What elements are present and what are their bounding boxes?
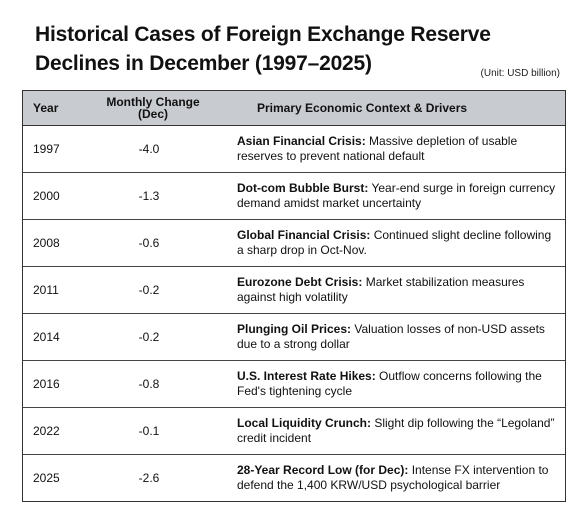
context-lead: Asian Financial Crisis:	[237, 134, 366, 148]
context-detail: Massive depletion of usable reserves to …	[237, 134, 518, 163]
header-context: Primary Economic Context & Drivers	[231, 91, 565, 126]
monthly-change-cell: -0.2	[95, 266, 231, 314]
table-row: 2014 -0.2 Plunging Oil Prices: Valuation l…	[23, 313, 565, 361]
data-table: Year Monthly Change (Dec) Primary Econom…	[23, 91, 565, 501]
year-cell: 1997	[23, 125, 95, 173]
context-cell: Local Liquidity Crunch: Slight dip follo…	[231, 407, 565, 455]
year-cell: 2011	[23, 266, 95, 314]
context-detail: Intense FX intervention to defend the 1,…	[237, 463, 549, 492]
table-body: 1997 -4.0 Asian Financial Crisis: Massive …	[23, 125, 565, 502]
header-change-line-1: Monthly Change	[106, 95, 200, 109]
context-lead: Plunging Oil Prices:	[237, 322, 352, 336]
year-cell: 2016	[23, 360, 95, 408]
monthly-change-cell: -4.0	[95, 125, 231, 173]
context-lead: 28-Year Record Low (for Dec):	[237, 463, 409, 477]
table-header: Year Monthly Change (Dec) Primary Econom…	[23, 91, 565, 126]
year-cell: 2000	[23, 172, 95, 220]
table-row: 2011 -0.2 Eurozone Debt Crisis: Market sta…	[23, 266, 565, 314]
year-cell: 2022	[23, 407, 95, 455]
year-cell: 2025	[33, 471, 60, 485]
page-title: Historical Cases of Foreign Exchange Res…	[35, 20, 505, 78]
table-row: 2000 -1.3 Dot-com Bubble Burst: Year-end s…	[23, 172, 565, 220]
monthly-change-cell: -0.6	[95, 219, 231, 267]
context-lead: U.S. Interest Rate Hikes:	[237, 369, 376, 383]
context-cell: Eurozone Debt Crisis: Market stabilizati…	[231, 266, 565, 314]
header-row: Year Monthly Change (Dec) Primary Econom…	[23, 91, 565, 126]
header-monthly-change: Monthly Change (Dec)	[95, 91, 231, 126]
header-change-line-2: (Dec)	[137, 107, 168, 121]
context-lead: Eurozone Debt Crisis:	[237, 275, 363, 289]
monthly-change-cell: -0.1	[95, 407, 231, 455]
context-detail: Year-end surge in foreign currency deman…	[237, 181, 556, 210]
context-cell: Dot-com Bubble Burst: Year-end surge in …	[231, 172, 565, 220]
header-year: Year	[23, 91, 95, 126]
table-row: 2008 -0.6 Global Financial Crisis: Continu…	[23, 219, 565, 267]
table-row: 2016 -0.8 U.S. Interest Rate Hikes: Outflo…	[23, 360, 565, 408]
monthly-change-cell: -0.2	[95, 313, 231, 361]
context-cell: Asian Financial Crisis: Massive depletio…	[231, 125, 565, 173]
reserve-decline-table: Year Monthly Change (Dec) Primary Econom…	[22, 90, 566, 502]
context-detail: Market stabilization measures against hi…	[237, 275, 525, 304]
year-cell: 2008	[23, 219, 95, 267]
context-cell: 28-Year Record Low (for Dec): Intense FX…	[231, 455, 565, 502]
context-detail: Continued slight decline following a sha…	[237, 228, 552, 257]
context-detail: Valuation losses of non-USD assets due t…	[237, 322, 545, 351]
monthly-change-cell: -0.8	[95, 360, 231, 408]
context-detail: Slight dip following the “Legoland” cred…	[237, 416, 555, 445]
context-cell: Global Financial Crisis: Continued sligh…	[231, 219, 565, 267]
context-cell: Plunging Oil Prices: Valuation losses of…	[231, 313, 565, 361]
table-row: 2025 -2.6 28-Year Record Low (for Dec): In…	[23, 455, 565, 502]
title-line-2: Declines in December (1997–2025)	[35, 52, 372, 75]
context-lead: Local Liquidity Crunch:	[237, 416, 371, 430]
year-cell: 2014	[23, 313, 95, 361]
table-row: 2022 -0.1 Local Liquidity Crunch: Slight d…	[23, 407, 565, 455]
context-cell: U.S. Interest Rate Hikes: Outflow concer…	[231, 360, 565, 408]
monthly-change-cell: -2.6	[138, 471, 160, 485]
table-row: 1997 -4.0 Asian Financial Crisis: Massive …	[23, 125, 565, 173]
unit-note: (Unit: USD billion)	[480, 68, 560, 79]
title-line-1: Historical Cases of Foreign Exchange Res…	[35, 23, 491, 46]
context-lead: Global Financial Crisis:	[237, 228, 371, 242]
context-lead: Dot-com Bubble Burst:	[237, 181, 369, 195]
context-detail: Outflow concerns following the Fed's tig…	[237, 369, 542, 398]
monthly-change-cell: -1.3	[95, 172, 231, 220]
